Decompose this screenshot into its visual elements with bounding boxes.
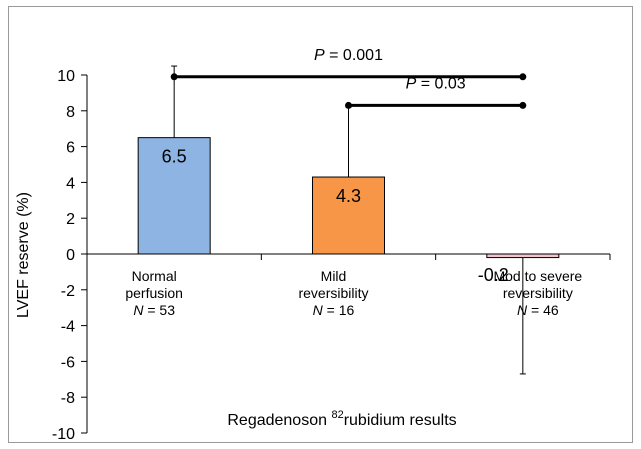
- significance-line-end: [519, 101, 527, 109]
- bars: [137, 137, 560, 259]
- category-label-line2: perfusion: [125, 285, 183, 301]
- significance-annotations: P = 0.001 P = 0.03: [170, 47, 527, 109]
- y-tick-label: 4: [66, 175, 75, 192]
- significance-line-end: [170, 73, 178, 81]
- category-label-line1: Mod to severe: [493, 268, 582, 284]
- category-label-line2: reversibility: [503, 285, 573, 301]
- y-tick-label: -10: [52, 426, 75, 443]
- data-label: 6.5: [162, 147, 187, 167]
- y-tick-label: -8: [61, 390, 75, 407]
- p-value-label: P = 0.001: [314, 47, 383, 64]
- data-label: -0.2: [478, 265, 509, 285]
- category-n-label: N = 16: [313, 302, 355, 318]
- category-label-line1: Mild: [321, 268, 347, 284]
- x-axis-label-suffix: rubidium results: [344, 412, 457, 429]
- y-tick-label: 8: [66, 104, 75, 121]
- data-label: 4.3: [336, 186, 361, 206]
- y-tick-label: -2: [61, 283, 75, 300]
- significance-line-end: [519, 73, 527, 81]
- bar: [312, 176, 385, 255]
- y-axis-label: LVEF reserve (%): [15, 192, 32, 318]
- category-label-line2: reversibility: [298, 285, 368, 301]
- y-tick-label: 0: [66, 247, 75, 264]
- y-tick-label: 6: [66, 140, 75, 157]
- x-axis-label-main: Regadenoson: [227, 412, 331, 429]
- x-axis-label-superscript: 82: [331, 409, 343, 421]
- y-tick-label: -4: [61, 319, 75, 336]
- bar: [486, 253, 560, 259]
- category-n-label: N = 53: [133, 302, 175, 318]
- y-tick-label: 2: [66, 211, 75, 228]
- p-value-label: P = 0.03: [406, 75, 466, 92]
- significance-line-end: [345, 101, 352, 109]
- bar: [137, 137, 211, 255]
- category-n-label: N = 46: [517, 302, 559, 318]
- category-label-line1: Normal: [132, 268, 177, 284]
- x-axis-label: Regadenoson 82rubidium results: [227, 409, 456, 429]
- y-tick-label: -6: [61, 354, 75, 371]
- y-tick-label: 10: [57, 68, 75, 85]
